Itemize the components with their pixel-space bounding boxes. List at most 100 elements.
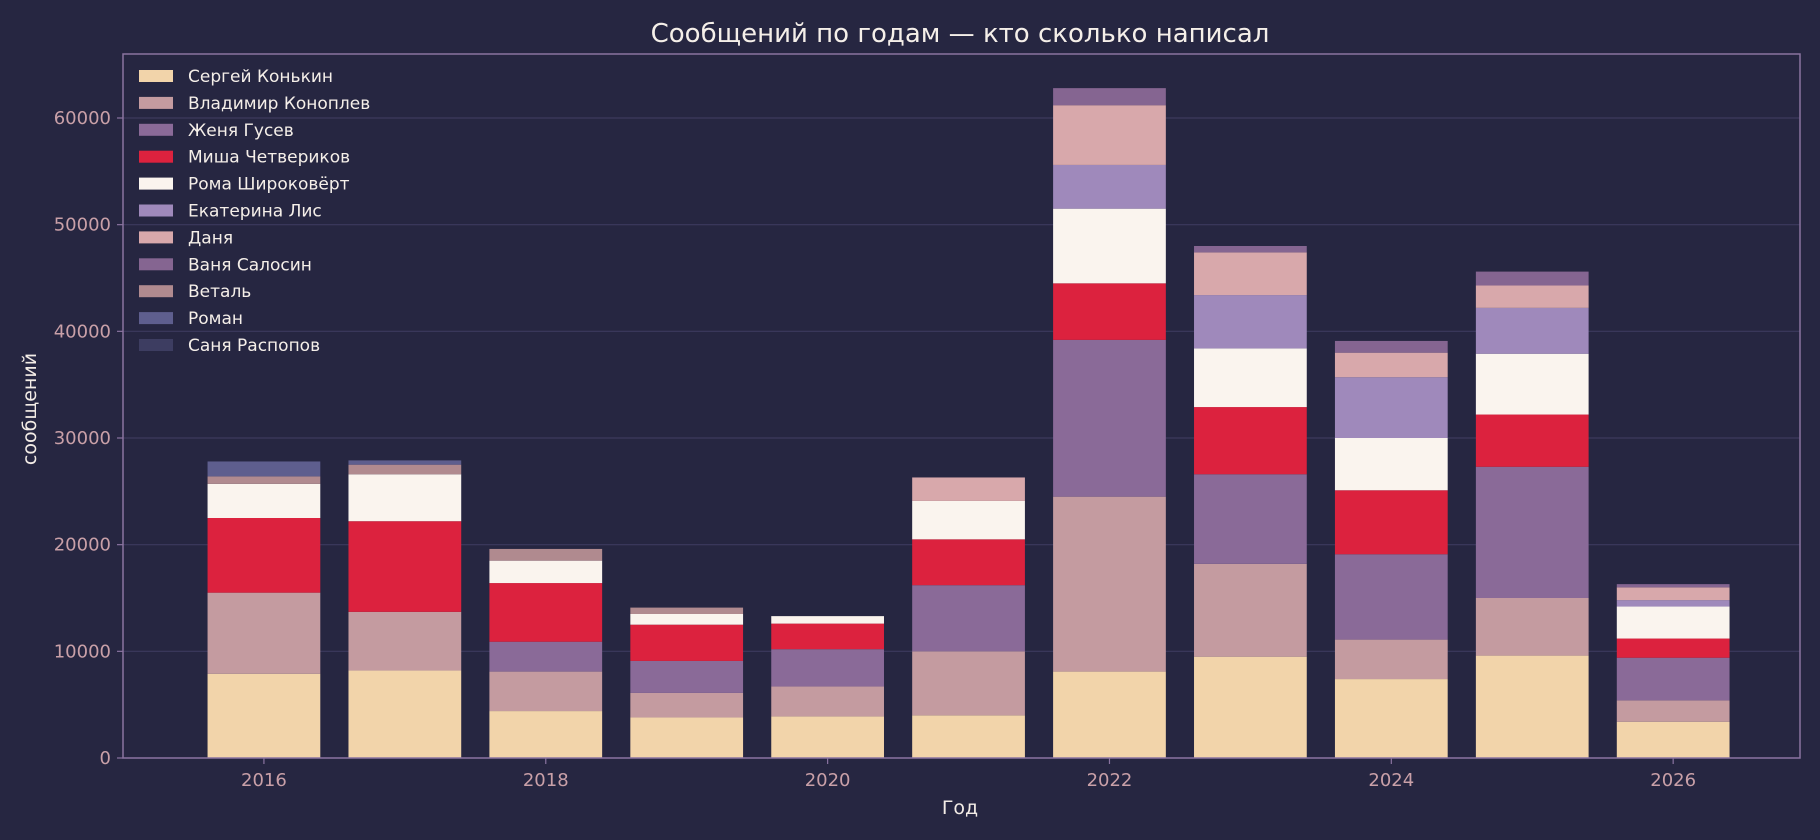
axes-frame xyxy=(122,53,1801,759)
bar-segment xyxy=(348,460,462,465)
bar-segment xyxy=(1194,474,1307,564)
bar-segment xyxy=(1616,600,1730,607)
legend-swatch xyxy=(139,150,173,163)
y-tick-label: 40000 xyxy=(54,321,111,342)
legend-swatch xyxy=(139,231,173,244)
legend-label: Рома Широковёрт xyxy=(188,175,350,195)
bar-segment xyxy=(489,583,603,642)
bar-segment xyxy=(1616,587,1730,601)
bar-segment xyxy=(771,716,884,758)
y-tick-label: 0 xyxy=(100,748,111,769)
legend-label: Сергей Конькин xyxy=(188,67,333,87)
bar-segment xyxy=(912,539,1025,586)
bar-segment xyxy=(489,671,603,712)
legend-label: Миша Четвериков xyxy=(188,148,350,168)
x-tick-label: 2016 xyxy=(241,770,287,791)
legend-label: Веталь xyxy=(188,282,251,302)
legend-swatch xyxy=(139,339,173,351)
bar-segment xyxy=(1475,271,1589,286)
bar-segment xyxy=(1053,88,1166,106)
bar-segment xyxy=(771,686,884,717)
bar-segment xyxy=(1475,655,1589,758)
bar-segment xyxy=(207,483,321,518)
bar-segment xyxy=(912,715,1025,758)
bar-segment xyxy=(912,477,1025,501)
bar-segment xyxy=(630,660,744,693)
bar-segment xyxy=(771,616,884,624)
legend-label: Женя Гусев xyxy=(188,121,294,141)
chart-title: Сообщений по годам — кто сколько написал xyxy=(651,19,1270,49)
bar-segment xyxy=(1475,598,1589,656)
bar-segment xyxy=(1194,348,1307,408)
bar-segment xyxy=(207,461,321,477)
x-tick-label: 2024 xyxy=(1368,770,1414,791)
legend-swatch xyxy=(139,177,173,190)
x-axis-label: Год xyxy=(942,797,978,819)
bar-segment xyxy=(1334,679,1448,758)
y-tick-label: 50000 xyxy=(54,215,111,236)
bar-segment xyxy=(630,607,744,614)
bar-segment xyxy=(1475,285,1589,308)
bar-segment xyxy=(1616,584,1730,588)
legend-label: Саня Распопов xyxy=(188,336,320,356)
bar-segment xyxy=(1475,307,1589,354)
bar-segment xyxy=(207,518,321,593)
bar-segment xyxy=(1194,407,1307,475)
bar-segment xyxy=(1053,105,1166,165)
bar-segment xyxy=(207,592,321,674)
bar-segment xyxy=(1053,164,1166,209)
legend: Сергей Конькин Владимир Коноплев Женя Гусе… xyxy=(139,67,370,356)
legend-swatch xyxy=(139,258,173,271)
bar-segment xyxy=(912,651,1025,716)
bar-segment xyxy=(1194,246,1307,253)
bar-segment xyxy=(1194,252,1307,296)
bar-segment xyxy=(1334,554,1448,640)
bar-segment xyxy=(348,670,462,758)
y-tick-label: 30000 xyxy=(54,428,111,449)
bar-segment xyxy=(1475,466,1589,598)
legend-label: Роман xyxy=(188,309,243,329)
bar-segment xyxy=(1194,563,1307,657)
bar-segment xyxy=(1053,339,1166,497)
x-tick-label: 2020 xyxy=(805,770,851,791)
bar-segment xyxy=(630,717,744,758)
legend-label: Даня xyxy=(188,228,233,248)
legend-label: Екатерина Лис xyxy=(188,202,322,222)
legend-label: Владимир Коноплев xyxy=(188,94,370,114)
bar-segment xyxy=(1334,352,1448,378)
legend-swatch xyxy=(139,123,173,136)
bar-segment xyxy=(1334,639,1448,680)
bar-segment xyxy=(1475,353,1589,415)
legend-swatch xyxy=(139,204,173,217)
x-tick-label: 2022 xyxy=(1087,770,1133,791)
bar-segment xyxy=(1616,606,1730,639)
bar-segment xyxy=(348,474,462,522)
bar-segment xyxy=(1616,721,1730,758)
bar-segment xyxy=(771,649,884,687)
y-tick-label: 20000 xyxy=(54,535,111,556)
bar-segment xyxy=(1616,700,1730,722)
legend-swatch xyxy=(139,70,173,82)
bar-segment xyxy=(1194,656,1307,758)
bar-segment xyxy=(489,641,603,672)
bar-segment xyxy=(1334,438,1448,491)
bar-segment xyxy=(1334,490,1448,555)
x-tick-label: 2026 xyxy=(1650,770,1696,791)
bar-segment xyxy=(348,611,462,671)
x-tick-label: 2018 xyxy=(523,770,569,791)
bar-segment xyxy=(348,521,462,612)
bar-segment xyxy=(489,560,603,584)
bar-segment xyxy=(630,624,744,661)
legend-swatch xyxy=(139,285,173,298)
bar-segment xyxy=(1334,377,1448,438)
bar-segment xyxy=(912,585,1025,652)
legend-label: Ваня Салосин xyxy=(188,255,312,275)
bar-segment xyxy=(207,476,321,484)
legend-swatch xyxy=(139,96,173,109)
bar-segment xyxy=(348,464,462,475)
bar-segment xyxy=(489,548,603,561)
bar-segment xyxy=(630,692,744,718)
bar-segment xyxy=(1616,638,1730,658)
y-tick-label: 10000 xyxy=(54,641,111,662)
